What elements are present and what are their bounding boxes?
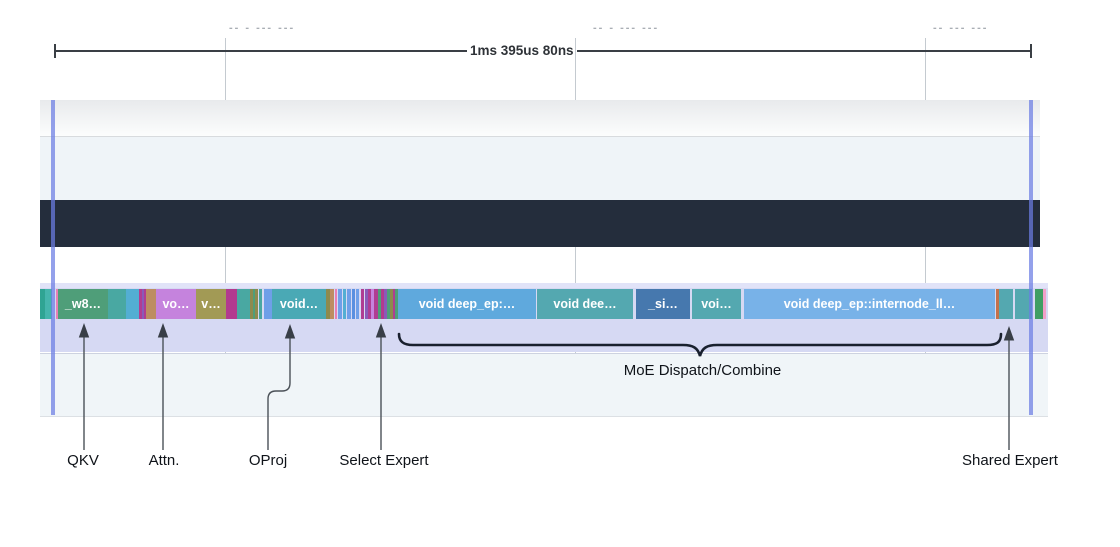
kernel-stripe[interactable] — [56, 289, 58, 319]
clipped-timestamp: -- --- --- — [933, 22, 989, 34]
kernel-stripe[interactable] — [347, 289, 351, 319]
kernel-stripe[interactable] — [390, 289, 393, 319]
kernel-block-label: void deep_ep:… — [418, 297, 516, 311]
kernel-stripe[interactable] — [237, 289, 250, 319]
kernel-stripe[interactable] — [368, 289, 371, 319]
clipped-timestamp: -- - --- --- — [229, 22, 296, 34]
label-moe-dispatch-combine: MoE Dispatch/Combine — [623, 362, 782, 379]
label-select-expert: Select Expert — [339, 452, 429, 469]
clipped-timestamp: -- - --- --- — [593, 22, 660, 34]
kernel-stripe[interactable] — [356, 289, 359, 319]
kernel-stripe[interactable] — [264, 289, 272, 319]
kernel-block[interactable]: voi… — [692, 289, 741, 319]
time-span-label: 1ms 395us 80ns — [470, 43, 574, 58]
kernel-stripe[interactable] — [139, 289, 142, 319]
kernel-block[interactable]: void… — [272, 289, 326, 319]
kernel-block[interactable]: _si… — [636, 289, 690, 319]
kernel-block-label: v… — [201, 297, 221, 311]
kernel-block-label: _si… — [648, 297, 678, 311]
kernel-stripe[interactable] — [384, 289, 387, 319]
kernel-stripe[interactable] — [255, 289, 258, 319]
kernel-stripe[interactable] — [392, 289, 395, 319]
kernel-block[interactable]: _w8… — [58, 289, 108, 319]
kernel-block-label: _w8… — [64, 297, 102, 311]
kernel-stripe[interactable] — [259, 289, 262, 319]
kernel-stripe[interactable] — [250, 289, 253, 319]
kernel-block[interactable]: void dee… — [537, 289, 633, 319]
kernel-block-label: vo… — [162, 297, 190, 311]
kernel-stripe[interactable] — [387, 289, 390, 319]
collapsed-track-bar[interactable] — [40, 200, 1040, 247]
kernel-stripe[interactable] — [371, 289, 374, 319]
kernel-stripe[interactable] — [361, 289, 364, 319]
kernel-stripe[interactable] — [142, 289, 144, 319]
kernel-stripe[interactable] — [253, 289, 255, 319]
kernel-stripe[interactable] — [1015, 289, 1032, 319]
label-attn: Attn. — [148, 452, 180, 469]
kernel-stripe[interactable] — [226, 289, 237, 319]
kernel-stripe[interactable] — [144, 289, 146, 319]
kernel-stripe[interactable] — [365, 289, 368, 319]
kernel-stripe[interactable] — [330, 289, 334, 319]
kernel-stripe[interactable] — [378, 289, 381, 319]
kernel-stripe[interactable] — [343, 289, 346, 319]
kernel-stripe[interactable] — [45, 289, 52, 319]
kernel-stripe[interactable] — [338, 289, 342, 319]
kernel-stripe[interactable] — [326, 289, 330, 319]
kernel-stripe[interactable] — [40, 289, 45, 319]
kernel-stripe[interactable] — [352, 289, 355, 319]
kernel-track[interactable]: _w8… vo… v… void… void deep_ep:… void dee… _si… — [40, 289, 1048, 319]
kernel-stripe[interactable] — [381, 289, 384, 319]
label-qkv: QKV — [67, 452, 99, 469]
kernel-stripe[interactable] — [108, 289, 126, 319]
kernel-stripe[interactable] — [1035, 289, 1043, 319]
kernel-stripe[interactable] — [335, 289, 337, 319]
kernel-stripe[interactable] — [395, 289, 398, 319]
kernel-block[interactable]: vo… — [156, 289, 196, 319]
kernel-block-label: void deep_ep::internode_ll… — [783, 297, 956, 311]
kernel-stripe[interactable] — [126, 289, 139, 319]
selection-marker-right[interactable] — [1029, 100, 1033, 415]
label-oproj: OProj — [248, 452, 288, 469]
kernel-block[interactable]: v… — [196, 289, 226, 319]
kernel-track-top-strip — [40, 283, 1048, 288]
track-band-upper — [40, 100, 1040, 137]
kernel-block[interactable]: void deep_ep:… — [398, 289, 536, 319]
label-shared-expert: Shared Expert — [962, 452, 1058, 469]
kernel-block-label: voi… — [701, 297, 732, 311]
ruler-line — [577, 50, 1031, 52]
kernel-block-label: void… — [279, 297, 319, 311]
kernel-stripe[interactable] — [996, 289, 999, 319]
ruler-line — [55, 50, 467, 52]
selection-marker-left[interactable] — [51, 100, 55, 415]
track-band-middle — [40, 137, 1040, 200]
kernel-stripe[interactable] — [374, 289, 378, 319]
track-band-lower — [40, 353, 1048, 417]
kernel-stripe[interactable] — [999, 289, 1013, 319]
ruler-end-tick — [1030, 44, 1032, 58]
kernel-stripe[interactable] — [146, 289, 156, 319]
kernel-block-label: void dee… — [553, 297, 617, 311]
kernel-block[interactable]: void deep_ep::internode_ll… — [744, 289, 995, 319]
kernel-stripe[interactable] — [1043, 289, 1046, 319]
